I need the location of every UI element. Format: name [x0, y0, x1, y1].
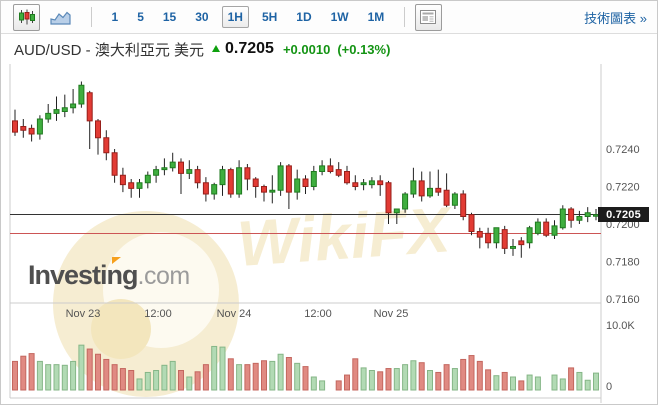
- svg-text:Nov 23: Nov 23: [66, 308, 101, 320]
- chart-area: WikiFX 0.7240 0.7220 0.7200 0.7180 0.7160 Nov …: [1, 64, 657, 403]
- timeframe-15[interactable]: 15: [157, 6, 182, 28]
- candlestick-icon: [18, 9, 35, 24]
- toolbar-separator: [403, 7, 405, 27]
- up-arrow-icon: [212, 44, 221, 52]
- timeframe-5[interactable]: 5: [131, 6, 150, 28]
- timeframe-30[interactable]: 30: [189, 6, 214, 28]
- chart-canvas[interactable]: WikiFX 0.7240 0.7220 0.7200 0.7180 0.7160 Nov …: [1, 64, 657, 403]
- svg-text:10.0K: 10.0K: [606, 320, 635, 332]
- instrument-header: AUD/USD - 澳大利亞元 美元 0.7205 +0.0010 (+0.13…: [1, 34, 657, 64]
- investing-logo-text: Investing: [28, 260, 139, 290]
- instrument-title: AUD/USD - 澳大利亞元 美元: [14, 41, 205, 59]
- wikifx-watermark: [53, 211, 239, 397]
- toolbar-separator: [91, 7, 92, 27]
- timeframe-group: 1 5 15 30 1H 5H 1D 1W 1M: [102, 6, 394, 28]
- svg-text:12:00: 12:00: [144, 308, 172, 320]
- candlestick-type-button[interactable]: [13, 3, 40, 31]
- timeframe-1w[interactable]: 1W: [325, 6, 355, 28]
- current-price-badge: 0.7205: [598, 207, 649, 222]
- investing-logo[interactable]: Investing.com: [28, 257, 191, 290]
- last-price: 0.7205: [225, 40, 274, 57]
- price-change-percent: (+0.13%): [337, 41, 391, 57]
- area-chart-icon: [50, 11, 71, 25]
- line-area-type-button[interactable]: [47, 4, 74, 31]
- timeframe-5h[interactable]: 5H: [256, 6, 283, 28]
- investing-logo-flag-icon: [112, 257, 121, 264]
- svg-text:Nov 24: Nov 24: [217, 308, 252, 320]
- timeframe-1h[interactable]: 1H: [221, 6, 249, 28]
- svg-text:0.7180: 0.7180: [606, 257, 640, 269]
- chart-toolbar: 1 5 15 30 1H 5H 1D 1W 1M 技術圖表 »: [1, 1, 657, 34]
- timeframe-1[interactable]: 1: [106, 6, 125, 28]
- timeframe-1d[interactable]: 1D: [290, 6, 317, 28]
- investing-logo-suffix: .com: [137, 262, 191, 290]
- technical-chart-link[interactable]: 技術圖表 »: [584, 10, 647, 26]
- svg-text:WikiFX: WikiFX: [235, 193, 456, 280]
- news-panel-icon: [420, 10, 437, 24]
- svg-text:12:00: 12:00: [304, 308, 332, 320]
- timeframe-1m[interactable]: 1M: [362, 6, 391, 28]
- svg-text:0: 0: [606, 381, 612, 393]
- price-change: +0.0010: [282, 41, 331, 57]
- svg-text:0.7160: 0.7160: [606, 294, 640, 306]
- svg-text:Nov 25: Nov 25: [374, 308, 409, 320]
- svg-text:0.7220: 0.7220: [606, 182, 640, 194]
- news-panel-button[interactable]: [414, 3, 442, 31]
- svg-text:0.7200: 0.7200: [606, 219, 640, 231]
- svg-text:0.7240: 0.7240: [606, 144, 640, 156]
